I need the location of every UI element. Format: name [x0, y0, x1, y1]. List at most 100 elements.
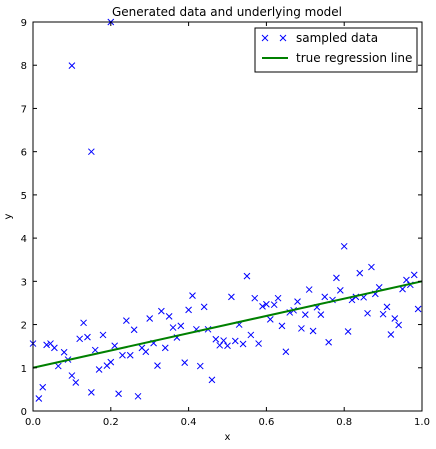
legend: sampled data true regression line	[254, 27, 418, 73]
data-point	[228, 293, 235, 301]
data-point	[364, 309, 371, 317]
data-point	[403, 276, 410, 284]
y-tick-label: 1	[21, 364, 27, 375]
data-point	[224, 342, 231, 350]
y-tick-label: 0	[21, 407, 27, 418]
axis-ticks	[32, 21, 423, 412]
data-point	[60, 348, 68, 356]
data-point	[263, 300, 270, 308]
data-point	[142, 348, 150, 356]
data-point	[91, 346, 99, 354]
data-point	[220, 337, 227, 344]
x-tick-label: 0.2	[103, 417, 119, 428]
data-point	[68, 372, 76, 379]
data-point	[395, 321, 403, 329]
legend-label-sampled-data: sampled data	[296, 31, 378, 45]
data-point	[317, 311, 325, 318]
data-point	[107, 358, 115, 366]
data-point	[99, 331, 107, 339]
data-point	[126, 351, 134, 359]
x-tick-label: 1.0	[414, 417, 430, 428]
data-point	[76, 335, 84, 343]
data-point	[340, 242, 348, 250]
data-point	[251, 294, 259, 302]
data-point	[146, 315, 154, 322]
regression-line	[32, 280, 423, 369]
data-point	[379, 310, 387, 318]
data-point	[410, 271, 418, 279]
data-point	[282, 348, 290, 356]
data-point	[200, 303, 208, 311]
data-point	[177, 322, 185, 330]
axes-background	[33, 22, 422, 411]
y-tick-label: 2	[21, 321, 27, 332]
data-point	[266, 316, 274, 323]
data-point	[274, 294, 282, 302]
data-point	[185, 306, 192, 314]
data-point	[123, 317, 130, 325]
x-axis-label: x	[225, 432, 231, 443]
data-point	[231, 337, 239, 345]
x-tick-label: 0.6	[258, 417, 274, 428]
data-point	[189, 292, 196, 299]
data-point	[161, 344, 169, 352]
data-point	[80, 319, 87, 327]
data-point	[212, 335, 220, 343]
y-tick-label: 3	[21, 277, 27, 288]
x-tick-label: 0.8	[336, 417, 352, 428]
data-point	[84, 333, 91, 341]
data-point	[259, 303, 266, 310]
data-point	[169, 324, 177, 331]
data-point	[95, 366, 103, 373]
y-axis-label: y	[3, 213, 14, 219]
data-point	[158, 307, 165, 315]
data-point	[336, 287, 344, 294]
data-point	[35, 395, 43, 402]
data-point	[87, 148, 95, 156]
y-tick-label: 7	[21, 104, 27, 115]
regression-line-segment	[32, 280, 423, 369]
data-point	[301, 311, 309, 318]
data-point	[391, 315, 399, 322]
y-tick-label: 8	[21, 61, 27, 72]
data-point	[243, 272, 251, 280]
data-point	[165, 312, 173, 320]
y-tick-label: 4	[21, 234, 27, 245]
plot-area	[29, 18, 423, 412]
axes-frame	[32, 21, 423, 412]
data-point	[115, 390, 122, 398]
data-point	[325, 338, 332, 346]
data-point	[305, 286, 313, 293]
data-point	[368, 263, 375, 271]
data-point	[294, 298, 301, 306]
x-tick-label: 0.0	[25, 417, 41, 428]
data-point	[344, 328, 352, 335]
data-point	[383, 303, 391, 311]
legend-entry-true-regression-line: true regression line	[262, 51, 412, 65]
data-point	[39, 383, 47, 391]
data-point	[321, 293, 329, 301]
data-point	[208, 376, 216, 384]
data-point	[414, 305, 422, 313]
data-point	[356, 269, 364, 277]
data-point	[111, 342, 119, 350]
legend-label-true-regression-line: true regression line	[296, 51, 412, 65]
data-point	[43, 341, 50, 349]
y-tick-label: 9	[21, 18, 27, 29]
data-point	[54, 362, 62, 370]
data-point	[270, 301, 278, 309]
data-point	[309, 327, 317, 335]
data-point	[130, 326, 138, 334]
data-point	[134, 392, 142, 400]
x-tick-label: 0.4	[181, 417, 197, 428]
data-point	[333, 274, 340, 282]
y-tick-label: 5	[21, 191, 27, 202]
data-point	[298, 325, 305, 332]
data-point	[119, 351, 126, 359]
data-point	[247, 331, 255, 339]
legend-entry-sampled-data: sampled data	[261, 31, 378, 45]
data-point	[68, 62, 76, 70]
y-tick-label: 6	[21, 148, 27, 159]
data-point	[181, 359, 189, 366]
